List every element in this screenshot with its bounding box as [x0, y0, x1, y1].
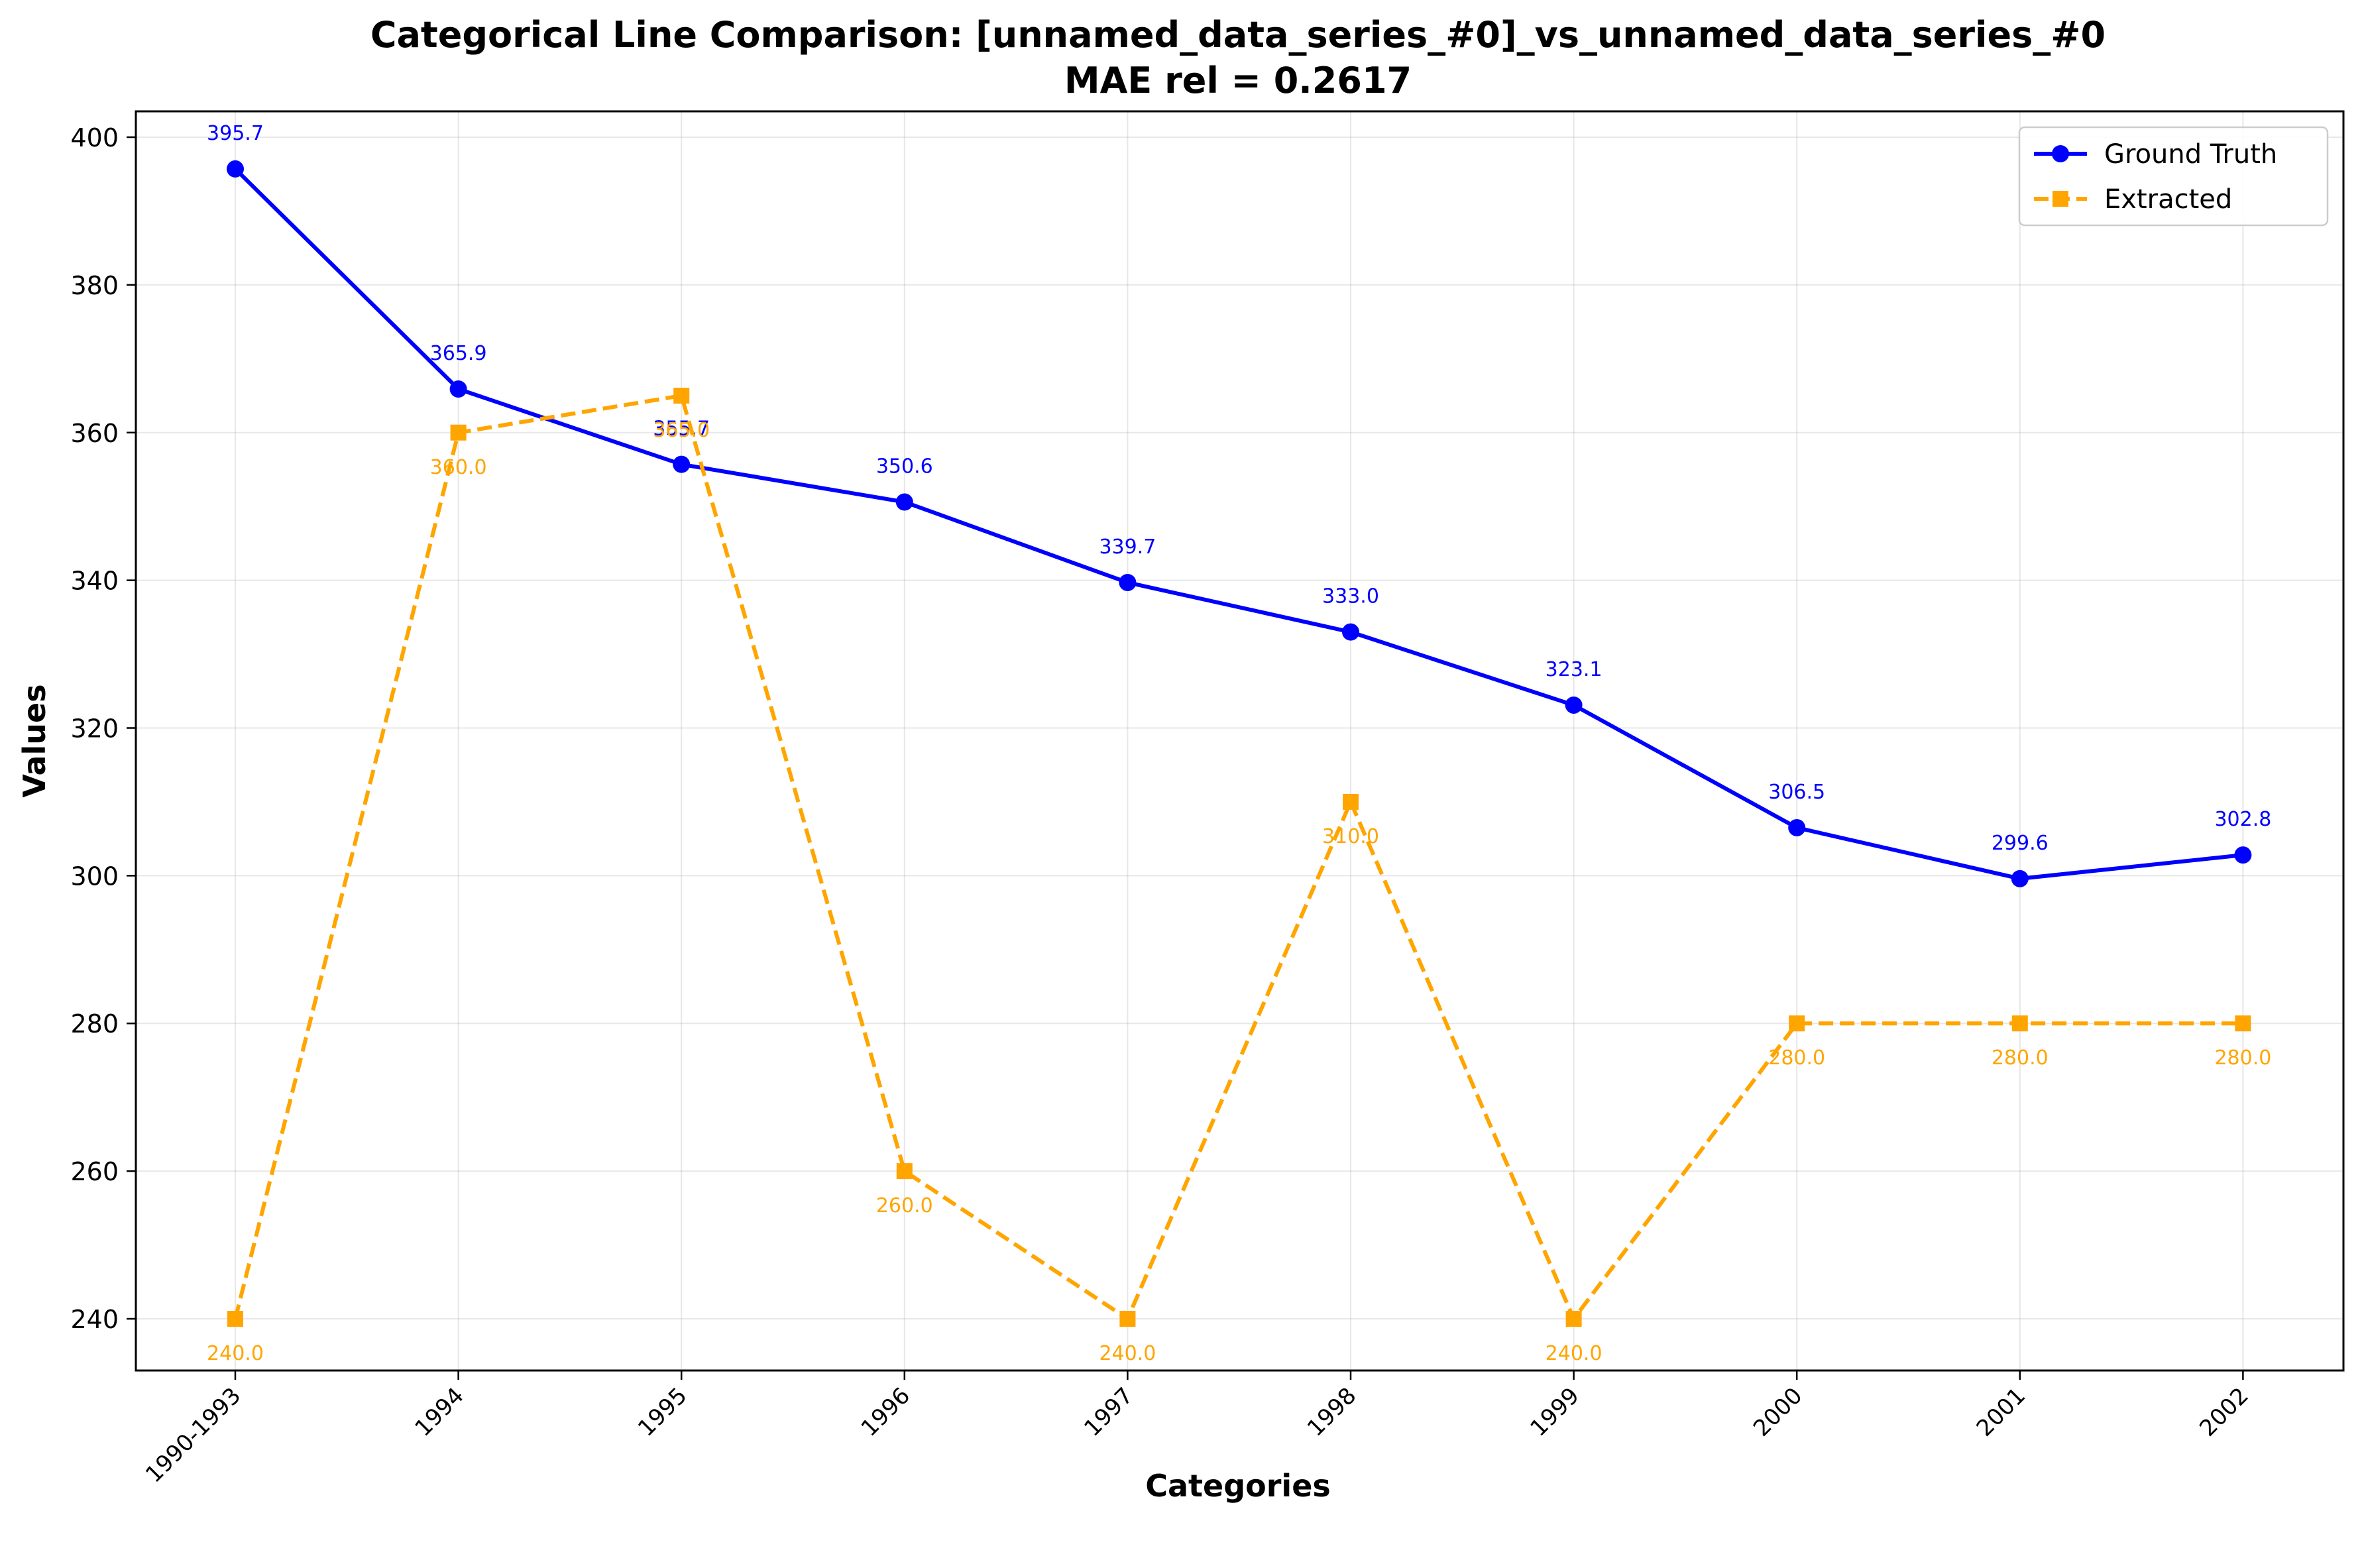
- ground-truth-data-label: 299.6: [1992, 832, 2049, 855]
- legend-box: [2018, 126, 2329, 227]
- ground-truth-marker: [2234, 846, 2252, 864]
- y-tick-label: 340: [70, 567, 119, 596]
- y-tick-label: 300: [70, 862, 119, 891]
- ground-truth-data-label: 365.9: [430, 342, 487, 365]
- ground-truth-marker: [227, 160, 244, 178]
- extracted-data-label: 240.0: [207, 1342, 264, 1365]
- ground-truth-marker: [1788, 818, 1806, 836]
- legend-extracted-marker: [2053, 191, 2068, 207]
- ground-truth-marker: [449, 380, 467, 398]
- y-tick-label: 380: [70, 271, 119, 300]
- ground-truth-marker: [2011, 869, 2029, 887]
- extracted-marker: [450, 424, 467, 441]
- extracted-data-label: 280.0: [1992, 1046, 2049, 1070]
- extracted-data-label: 280.0: [2214, 1046, 2271, 1070]
- y-tick-label: 400: [70, 123, 119, 152]
- y-tick-label: 240: [70, 1305, 119, 1334]
- extracted-marker: [2011, 1015, 2028, 1032]
- ground-truth-marker: [1565, 696, 1583, 714]
- extracted-data-label: 240.0: [1099, 1342, 1156, 1365]
- y-tick-label: 360: [70, 419, 119, 448]
- extracted-marker: [227, 1310, 243, 1327]
- extracted-marker: [896, 1163, 913, 1180]
- ground-truth-data-label: 306.5: [1768, 781, 1825, 804]
- extracted-marker: [673, 388, 690, 404]
- extracted-data-label: 310.0: [1322, 825, 1379, 848]
- ground-truth-data-label: 355.7: [653, 418, 710, 441]
- ground-truth-data-label: 350.6: [876, 455, 933, 478]
- ground-truth-marker: [673, 455, 691, 473]
- extracted-data-label: 360.0: [430, 456, 487, 479]
- extracted-marker: [1789, 1015, 1805, 1032]
- extracted-marker: [1119, 1310, 1136, 1327]
- chart-title: Categorical Line Comparison: [unnamed_da…: [370, 14, 2106, 56]
- extracted-marker: [1565, 1310, 1582, 1327]
- ground-truth-marker: [1342, 623, 1359, 641]
- y-tick-label: 320: [70, 714, 119, 743]
- ground-truth-line: [233, 167, 2243, 881]
- y-tick-label: 260: [70, 1157, 119, 1186]
- y-tick-label: 280: [70, 1009, 119, 1038]
- extracted-data-label: 260.0: [876, 1194, 933, 1217]
- y-axis-label: Values: [17, 684, 52, 797]
- ground-truth-data-label: 339.7: [1099, 535, 1156, 559]
- ground-truth-data-label: 395.7: [207, 122, 264, 145]
- extracted-marker: [2235, 1015, 2251, 1032]
- legend-extracted-label: Extracted: [2104, 184, 2232, 215]
- extracted-data-label: 240.0: [1546, 1342, 1603, 1365]
- plot-area-background: [136, 111, 2343, 1371]
- ground-truth-data-label: 333.0: [1322, 585, 1379, 608]
- extracted-data-label: 280.0: [1768, 1046, 1825, 1070]
- chart-subtitle: MAE rel = 0.2617: [1064, 60, 1412, 101]
- ground-truth-data-label: 302.8: [2214, 808, 2271, 831]
- extracted-line: [233, 394, 2243, 1321]
- x-axis-label: Categories: [1145, 1468, 1331, 1504]
- extracted-data-label: 365.0: [653, 419, 710, 442]
- extracted-marker: [1343, 793, 1359, 810]
- ground-truth-marker: [1119, 573, 1137, 591]
- plot-frame: [135, 110, 2345, 1372]
- legend-ground-truth-label: Ground Truth: [2104, 139, 2277, 170]
- legend-ground-truth-marker: [2052, 145, 2069, 162]
- ground-truth-data-label: 323.1: [1546, 658, 1603, 681]
- ground-truth-marker: [895, 493, 913, 511]
